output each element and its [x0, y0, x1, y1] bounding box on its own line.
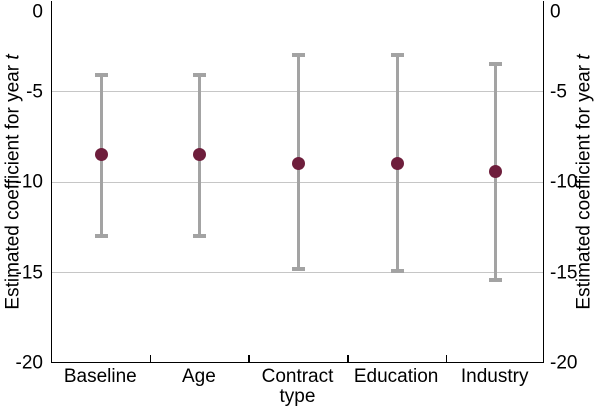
x-axis-tick	[347, 355, 349, 362]
y-tick-label-right: -20	[550, 352, 578, 374]
error-bar-cap-top	[489, 62, 503, 67]
y-tick-label-right: -5	[550, 81, 567, 102]
y-tick-label-right: -10	[550, 171, 578, 193]
x-axis-tick	[149, 355, 152, 362]
category-label: Education	[353, 366, 439, 387]
x-axis-tick	[248, 355, 250, 362]
x-axis-tick	[445, 355, 448, 362]
plot-area	[51, 1, 544, 363]
category-label: Baseline	[63, 366, 137, 387]
data-point-marker	[193, 148, 207, 162]
error-bar-cap-bottom	[292, 266, 305, 271]
error-bar-cap-bottom	[489, 277, 503, 282]
data-point-marker	[94, 148, 108, 162]
y-axis-title-right-variable: t	[573, 54, 595, 60]
category-label: Age	[181, 366, 216, 387]
y-axis-title-left-variable: t	[2, 54, 24, 60]
error-bar-cap-bottom	[390, 268, 404, 273]
y-tick-label-left: 0	[32, 1, 43, 23]
error-bar-cap-top	[193, 73, 207, 78]
error-bar-cap-bottom	[193, 234, 207, 239]
y-tick-label-left: -15	[15, 262, 43, 283]
data-point-marker	[292, 157, 305, 171]
gridline	[52, 272, 543, 273]
category-label: Industry	[460, 366, 529, 387]
data-point-marker	[390, 157, 404, 171]
y-tick-label-left: -20	[15, 352, 43, 374]
error-bar-cap-top	[390, 53, 404, 58]
data-point-marker	[489, 164, 503, 178]
y-tick-label-left: -10	[15, 171, 43, 193]
y-tick-label-right: -15	[550, 262, 578, 283]
y-tick-label-right: 0	[550, 1, 561, 23]
y-tick-label-left: -5	[26, 81, 43, 102]
error-bar-cap-bottom	[94, 234, 108, 239]
error-bar-cap-top	[292, 53, 305, 58]
error-bar-cap-top	[94, 73, 108, 78]
category-label: Contract type	[261, 366, 334, 407]
